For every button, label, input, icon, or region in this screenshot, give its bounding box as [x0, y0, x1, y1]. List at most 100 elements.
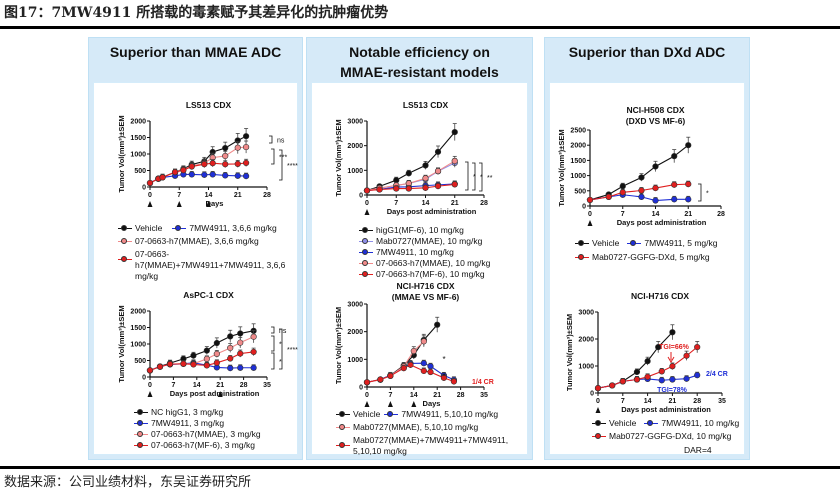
data-point — [237, 339, 244, 346]
legend-label: 07-0663-h7(MMAE), 3,6,6 mg/kg — [135, 236, 259, 246]
data-point — [619, 183, 626, 190]
dosing-arrow-icon — [364, 209, 370, 215]
data-point — [422, 162, 429, 169]
legend-marker — [336, 409, 350, 420]
annotation-sig: *** — [279, 155, 287, 162]
y-tick-label: 1000 — [570, 173, 586, 180]
annotation-ns: ns — [279, 328, 287, 335]
significance-bracket — [279, 149, 283, 181]
dosing-arrow-icon — [206, 201, 211, 207]
legend-label: 07-0663-h7(MF-6), 3 mg/kg — [151, 440, 255, 450]
chart-subtitle: (DXD VS MF-6) — [626, 116, 686, 126]
data-point — [586, 196, 594, 204]
legend-c1: Vehicle 7MW4911, 3,6,6 mg/kg 07-0663-h7(… — [118, 223, 295, 282]
x-axis-label: Days — [206, 199, 224, 208]
x-tick-label: 14 — [652, 211, 660, 218]
legend-c3: higG1(MF-6), 10 mg/kg Mab0727(MMAE), 10 … — [359, 225, 490, 280]
significance-bracket — [271, 326, 275, 334]
x-tick-label: 21 — [684, 211, 692, 218]
significance-bracket — [465, 161, 469, 191]
data-point — [222, 161, 229, 168]
data-point — [234, 160, 241, 167]
data-point — [209, 171, 216, 178]
data-point — [434, 183, 442, 190]
significance-bracket — [698, 183, 702, 202]
y-tick-label: 1500 — [130, 135, 146, 142]
y-tick-label: 500 — [134, 168, 146, 175]
panel-mmae: Superior than MMAE ADC — [88, 37, 303, 460]
data-point — [243, 173, 250, 180]
x-axis-label: Days post administration — [387, 207, 477, 216]
legend-label: 07-0663-h7(MMAE)+7MW4911+7MW4911, 3,6,6 … — [135, 249, 286, 281]
series-line-red — [149, 351, 254, 371]
dosing-arrow-icon — [176, 201, 182, 207]
legend-marker — [359, 236, 373, 247]
y-tick-label: 1000 — [347, 357, 363, 364]
chart-c1: LS513 CDX 0 500 1000 1500 2000 0 7 14 21 28 Days Tum… — [117, 100, 271, 208]
legend-marker — [336, 440, 350, 451]
data-point — [213, 350, 220, 358]
data-point — [407, 361, 414, 368]
y-tick-label: 1000 — [578, 364, 594, 371]
significance-bracket — [271, 335, 275, 352]
x-tick-label: 28 — [263, 192, 271, 199]
y-tick-label: 2000 — [130, 309, 146, 316]
dosing-arrow-icon — [387, 401, 393, 407]
legend-label: Vehicle — [592, 238, 620, 248]
data-point — [243, 143, 250, 151]
legend-label: Vehicle — [609, 418, 637, 428]
y-axis-label: Tumor Vol(mm³)±SEM — [557, 129, 566, 206]
data-point — [609, 382, 616, 389]
data-point — [250, 333, 257, 340]
data-point — [671, 196, 678, 203]
x-tick-label: 0 — [588, 211, 592, 218]
legend-label: 07-0663-h7(MMAE), 3 mg/kg — [151, 429, 261, 439]
annotation-sig: * — [279, 359, 282, 366]
data-point — [201, 161, 208, 168]
bottom-rule — [0, 466, 840, 469]
data-point — [440, 374, 447, 381]
data-point — [410, 347, 417, 355]
data-point — [188, 171, 195, 178]
legend-c4: Vehicle 7MW4911, 5,10,10 mg/kg Mab0727(M… — [336, 409, 523, 457]
y-axis-label: Tumor Vol(mm³)±SEM — [117, 305, 126, 382]
data-point — [213, 359, 220, 366]
y-tick-label: 2000 — [347, 329, 363, 336]
legend-marker — [118, 223, 132, 234]
y-tick-label: 0 — [582, 204, 586, 211]
data-point — [451, 129, 458, 136]
legend-marker — [359, 258, 373, 269]
data-point — [669, 376, 676, 383]
significance-bracket — [271, 148, 275, 165]
data-point — [203, 362, 210, 369]
y-axis-label: Tumor Vol(mm³)±SEM — [117, 115, 126, 192]
data-point — [434, 321, 441, 328]
legend-label: Mab0727-GGFG-DXd, 10 mg/kg — [609, 431, 732, 441]
data-point — [644, 358, 651, 365]
dosing-arrow-icon — [411, 401, 417, 407]
annotation-cr: 1/4 CR — [472, 379, 494, 386]
data-point — [427, 368, 434, 376]
x-axis-label: Days post administration — [170, 389, 260, 398]
dosing-arrow-icon — [217, 391, 223, 397]
x-tick-label: 7 — [388, 392, 392, 399]
panel-header: Superior than DXd ADC — [568, 44, 726, 60]
data-point — [694, 372, 701, 379]
significance-bracket — [479, 162, 483, 192]
x-tick-label: 28 — [693, 398, 701, 405]
data-point — [685, 181, 692, 188]
legend-marker — [134, 407, 148, 418]
legend-label: 7MW4911, 3,6,6 mg/kg — [189, 223, 277, 233]
data-point — [222, 152, 229, 160]
data-point — [377, 376, 384, 383]
annotation-sig: **** — [287, 163, 298, 170]
data-point — [146, 179, 154, 187]
annotation-sig: * — [442, 372, 445, 381]
figure-title: 图17：7MW4911 所搭载的毒素赋予其差异化的抗肿瘤优势 — [4, 5, 389, 21]
y-tick-label: 0 — [142, 185, 146, 192]
annotation-sig: ** — [487, 175, 493, 182]
dosing-arrow-icon — [147, 391, 153, 397]
y-tick-label: 3000 — [347, 302, 363, 309]
legend-label: Vehicle — [135, 223, 163, 233]
